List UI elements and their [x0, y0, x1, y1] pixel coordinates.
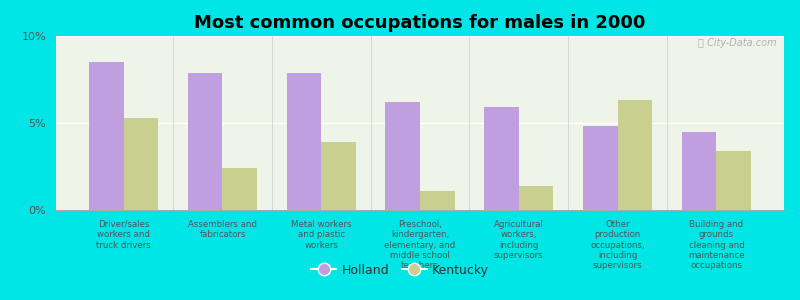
- Bar: [286, 73, 322, 210]
- Bar: [484, 107, 518, 210]
- Bar: [222, 168, 257, 210]
- Bar: [420, 191, 454, 210]
- Bar: [188, 73, 222, 210]
- Bar: [386, 102, 420, 210]
- Bar: [583, 127, 618, 210]
- Bar: [682, 132, 716, 210]
- Bar: [618, 100, 652, 210]
- Bar: [518, 186, 554, 210]
- Bar: [322, 142, 356, 210]
- Bar: [716, 151, 751, 210]
- Title: Most common occupations for males in 2000: Most common occupations for males in 200…: [194, 14, 646, 32]
- Bar: [124, 118, 158, 210]
- Legend: Holland, Kentucky: Holland, Kentucky: [306, 259, 494, 282]
- Bar: [89, 62, 124, 210]
- Text: ⓘ City-Data.com: ⓘ City-Data.com: [698, 38, 777, 48]
